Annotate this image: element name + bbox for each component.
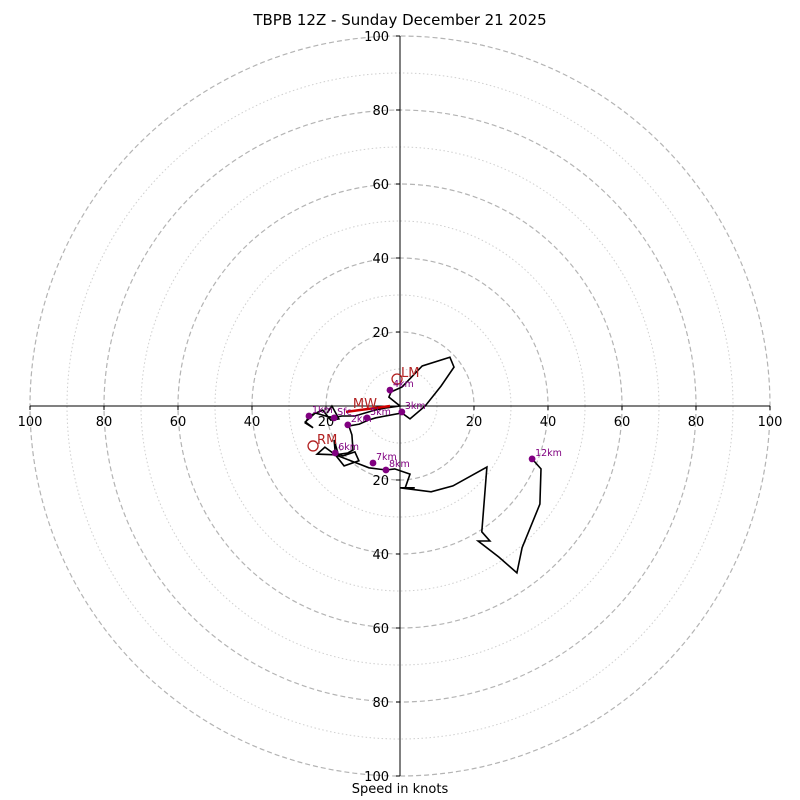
storm-motion-marker-lm (391, 373, 403, 385)
y-tick-label: 40 (372, 252, 389, 267)
y-tick-label: 80 (372, 104, 389, 119)
height-marker-12km (528, 455, 536, 463)
height-label-1km: 1km (312, 405, 333, 416)
mean-wind-label: MW (353, 397, 377, 412)
x-axis-label: Speed in knots (351, 782, 449, 797)
chart-title: TBPB 12Z - Sunday December 21 2025 (253, 11, 547, 29)
x-tick-label: 40 (244, 415, 261, 430)
height-marker-7km (369, 459, 377, 467)
x-tick-label: 20 (466, 415, 483, 430)
y-tick-label: 100 (364, 770, 389, 785)
storm-motion-label-rm: RM (317, 433, 337, 448)
height-marker-2km (344, 421, 352, 429)
storm-motion-label-lm: LM (401, 366, 419, 381)
height-label-6km: 6km (338, 442, 359, 453)
x-tick-label: 60 (614, 415, 631, 430)
y-tick-label: 80 (372, 696, 389, 711)
hodograph-trace-layer (304, 356, 542, 575)
x-tick-label: 100 (758, 415, 783, 430)
storm-motion-marker-rm (307, 440, 319, 452)
height-label-5km: 5km (370, 407, 391, 418)
height-label-2km: 2km (351, 414, 372, 425)
shear-vector (345, 404, 391, 414)
y-tick-label: 40 (372, 548, 389, 563)
x-tick-label: 80 (96, 415, 113, 430)
y-tick-label: 60 (372, 622, 389, 637)
height-label-8km: 8km (389, 459, 410, 470)
height-label-4km: 4km (393, 379, 414, 390)
y-tick-label: 20 (372, 474, 389, 489)
height-label-sfc: Sfc (337, 407, 352, 418)
height-marker-5km (363, 414, 371, 422)
height-marker-6km (331, 449, 339, 457)
x-tick-label: 40 (540, 415, 557, 430)
height-marker-sfc (330, 414, 338, 422)
height-marker-3km (398, 408, 406, 416)
y-tick-label: 100 (364, 30, 389, 45)
height-label-12km: 12km (535, 448, 562, 459)
x-tick-label: 80 (688, 415, 705, 430)
y-tick-label: 60 (372, 178, 389, 193)
height-marker-1km (305, 412, 313, 420)
height-marker-4km (386, 386, 394, 394)
hodograph-trace (304, 356, 542, 575)
height-label-3km: 3km (405, 401, 426, 412)
x-tick-label: 60 (170, 415, 187, 430)
x-tick-label: 100 (18, 415, 43, 430)
height-label-7km: 7km (376, 452, 397, 463)
y-tick-label: 20 (372, 326, 389, 341)
height-marker-8km (382, 466, 390, 474)
